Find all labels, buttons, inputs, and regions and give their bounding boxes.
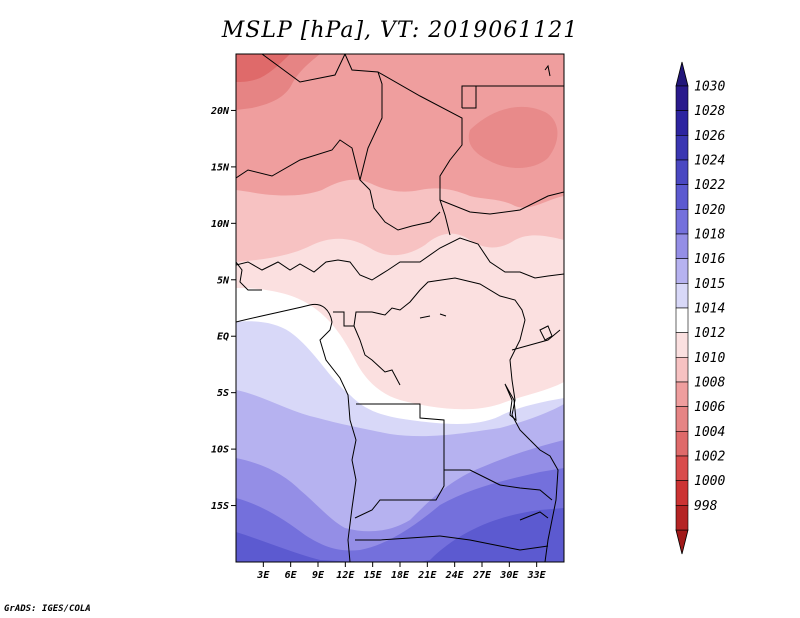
lon-tick-label: 12E: [336, 570, 355, 581]
colorbar-swatch: [675, 258, 689, 284]
lon-tick-label: 30E: [499, 570, 519, 581]
lat-tick-label: 10S: [211, 445, 229, 456]
colorbar-swatch: [675, 233, 689, 259]
colorbar-swatch: [675, 110, 689, 136]
colorbar-label: 1018: [694, 228, 725, 243]
colorbar-swatch: [675, 406, 689, 432]
colorbar-label: 1012: [694, 326, 725, 341]
lon-tick-label: 18E: [391, 570, 410, 581]
lat-tick-label: 5S: [217, 388, 229, 399]
colorbar-swatch: [675, 357, 689, 383]
colorbar-label: 1030: [694, 80, 725, 95]
lon-tick-label: 6E: [285, 570, 298, 581]
map-title: MSLP [hPa], VT: 2019061121: [221, 18, 579, 43]
colorbar-swatch: [675, 455, 689, 481]
colorbar-label: 1014: [694, 302, 725, 317]
colorbar-label: 1022: [694, 178, 725, 193]
pressure-field: [236, 54, 564, 562]
colorbar-label: 1010: [694, 351, 725, 366]
lon-tick-label: 3E: [256, 570, 270, 581]
colorbar-label: 1028: [694, 104, 725, 119]
colorbar-label: 1002: [694, 450, 725, 465]
colorbar-bottom-extend: [675, 529, 689, 555]
colorbar-label: 1016: [694, 252, 725, 267]
colorbar-swatch: [675, 431, 689, 457]
colorbar-swatch: [675, 209, 689, 235]
credit-label: GrADS: IGES/COLA: [4, 604, 91, 614]
colorbar-swatch: [675, 135, 689, 161]
colorbar-label: 1026: [694, 129, 725, 144]
colorbar-label: 1024: [694, 154, 725, 169]
lat-tick-label: 15N: [211, 162, 230, 173]
colorbar-swatch: [675, 283, 689, 309]
colorbar-label: 1015: [694, 277, 725, 292]
colorbar-swatch: [675, 184, 689, 210]
colorbar-top-extend: [675, 61, 689, 87]
country-borders: [236, 54, 564, 562]
colorbar-swatch: [675, 480, 689, 506]
lon-tick-label: 15E: [364, 570, 383, 581]
colorbar-label: 1004: [694, 425, 725, 440]
lat-tick-label: 5N: [217, 275, 230, 286]
lon-tick-label: 9E: [312, 570, 325, 581]
colorbar-swatch: [675, 505, 689, 531]
colorbar-label: 998: [694, 499, 718, 514]
colorbar-swatch: [675, 307, 689, 333]
colorbar-swatch: [675, 332, 689, 358]
lat-tick-label: EQ: [217, 332, 229, 343]
colorbar-label: 1020: [694, 203, 725, 218]
colorbar-swatch: [675, 159, 689, 185]
colorbar-legend: 1030 1028 1026 1024 1022 1020 1018 1016 1015 1014…: [675, 61, 725, 555]
colorbar-label: 1000: [694, 474, 725, 489]
colorbar-label: 1006: [694, 400, 725, 415]
lon-tick-label: 33E: [527, 570, 547, 581]
longitude-axis: 3E 6E 9E 12E 15E 18E 21E 24E 27E 30E 33E: [256, 562, 547, 581]
lat-tick-label: 10N: [211, 219, 230, 230]
latitude-axis: 20N 15N 10N 5N EQ 5S 10S 15S: [210, 106, 236, 512]
lon-tick-label: 21E: [417, 570, 437, 581]
lat-tick-label: 15S: [211, 501, 229, 512]
colorbar-label: 1008: [694, 376, 725, 391]
lon-tick-label: 27E: [472, 570, 492, 581]
lon-tick-label: 24E: [445, 570, 465, 581]
colorbar-swatch: [675, 381, 689, 407]
lat-tick-label: 20N: [210, 106, 230, 117]
colorbar-swatch: [675, 85, 689, 111]
